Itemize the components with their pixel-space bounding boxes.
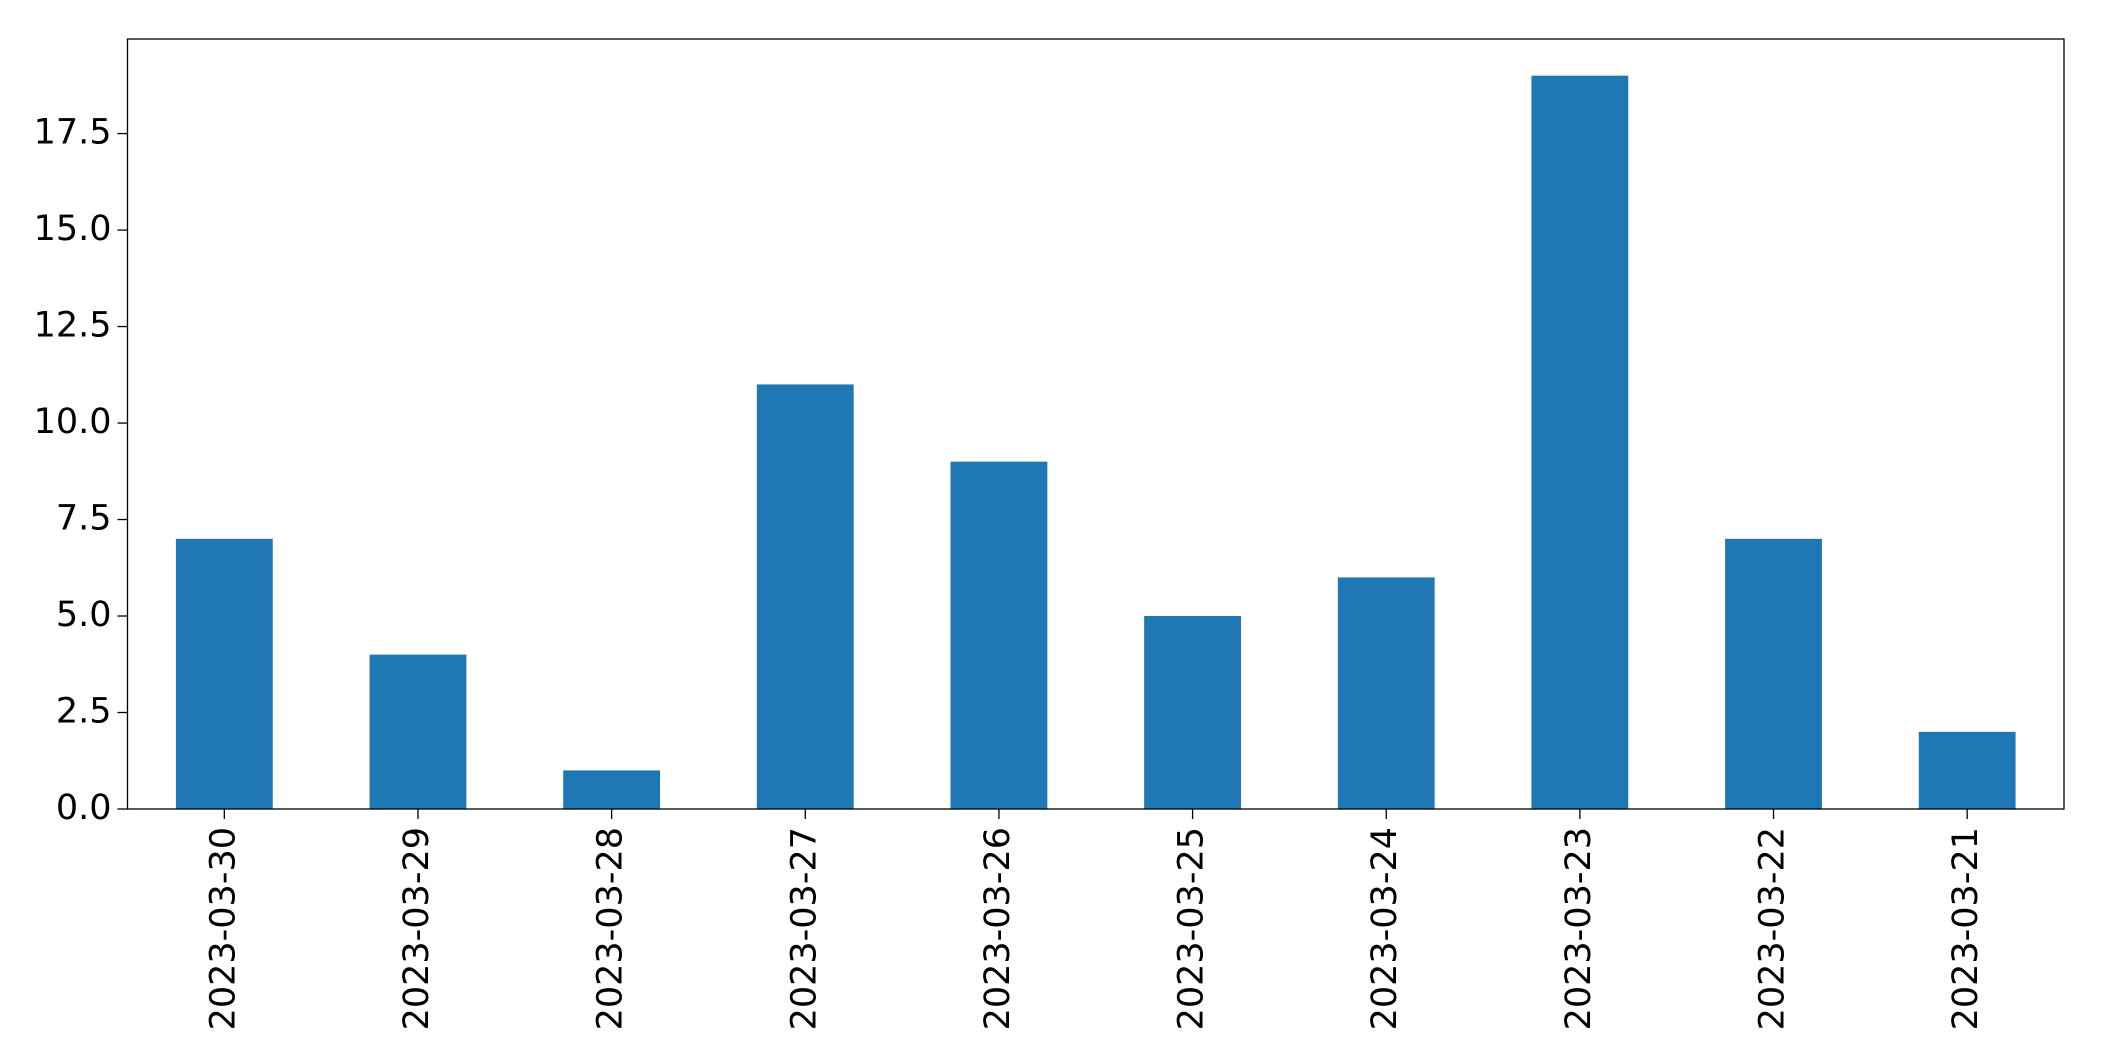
y-tick-label: 10.0 <box>34 402 112 442</box>
y-tick-label: 12.5 <box>34 306 112 346</box>
x-tick-label: 2023-03-29 <box>397 827 437 1030</box>
x-tick-label: 2023-03-27 <box>784 827 824 1030</box>
y-tick-label: 5.0 <box>56 595 112 635</box>
bar <box>1337 577 1435 809</box>
bar <box>756 384 854 809</box>
x-tick-label: 2023-03-30 <box>203 827 243 1030</box>
bar <box>950 461 1048 809</box>
x-tick-label: 2023-03-24 <box>1365 827 1405 1030</box>
plot-frame <box>126 38 2065 810</box>
x-tick-label: 2023-03-25 <box>1172 827 1212 1030</box>
x-tick-label: 2023-03-23 <box>1559 827 1599 1030</box>
x-tick-label: 2023-03-22 <box>1753 827 1793 1030</box>
bar <box>563 770 661 809</box>
x-tick-label: 2023-03-21 <box>1946 827 1986 1030</box>
y-tick-label: 0.0 <box>56 788 112 828</box>
x-tick-label: 2023-03-28 <box>591 827 631 1030</box>
bar <box>1144 616 1241 809</box>
bar <box>369 654 467 809</box>
bar <box>175 538 273 809</box>
y-tick-label: 2.5 <box>56 692 112 732</box>
bar <box>1725 538 1822 809</box>
x-tick-label: 2023-03-26 <box>978 827 1018 1030</box>
bar <box>1918 731 2016 809</box>
y-tick-label: 7.5 <box>56 499 112 539</box>
y-tick-label: 17.5 <box>34 113 112 153</box>
y-tick-label: 15.0 <box>34 209 112 249</box>
bar <box>1531 75 1629 809</box>
